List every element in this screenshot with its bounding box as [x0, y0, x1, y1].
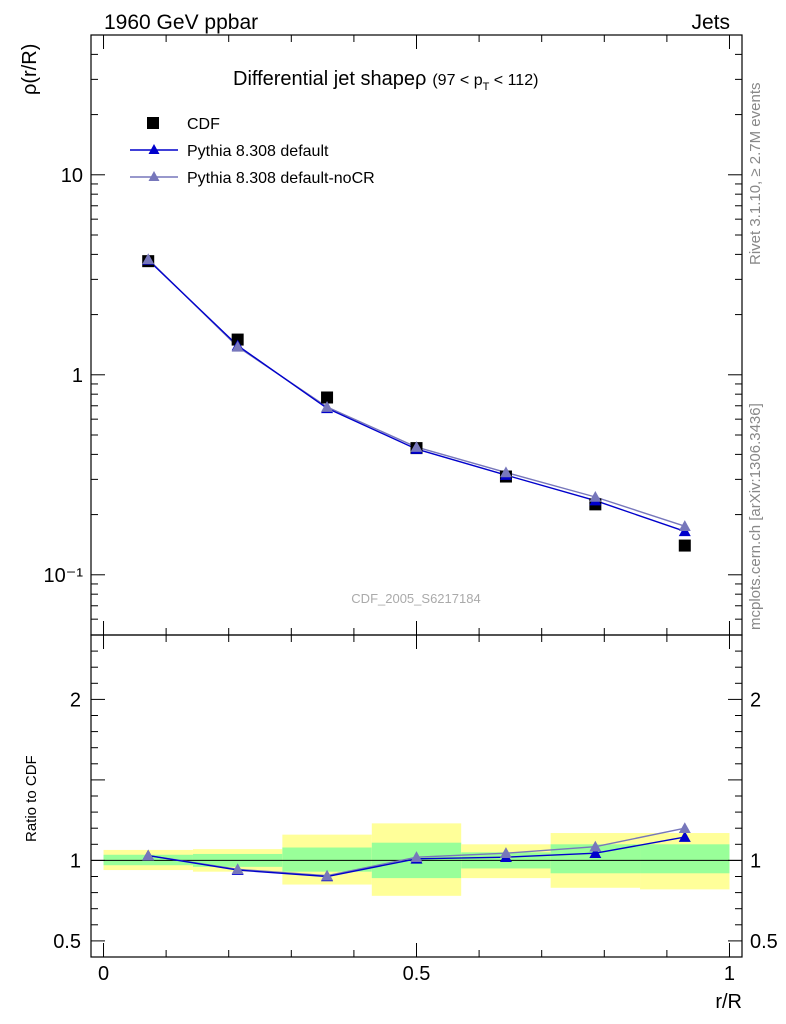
nocr-data-point — [142, 253, 155, 265]
main-y-axis-label: ρ(r/R) — [19, 44, 41, 95]
ratio-nocr-point — [231, 863, 244, 875]
ratio-y-tick-label-right: 2 — [750, 689, 761, 711]
ratio-inner-band — [282, 847, 372, 872]
legend-default-marker — [148, 144, 160, 154]
x-axis-label: r/R — [715, 991, 742, 1013]
main-panel: 10⁻¹ 1 10 ρ(r/R) Differential jet shapeρ (9… — [19, 34, 743, 636]
nocr-data-point — [499, 466, 512, 478]
main-nocr-line — [147, 258, 686, 527]
ratio-panel: 0.5 0.51 12 2 0 0.5 1 Ratio to CDF r/R — [23, 634, 778, 1013]
nocr-data-point — [410, 441, 423, 452]
main-y-ticks — [91, 34, 742, 636]
analysis-watermark: CDF_2005_S6217184 — [351, 591, 480, 606]
ratio-y-tick-label-left: 1 — [70, 850, 81, 872]
cdf-data-point — [321, 391, 334, 404]
x-tick-label: 1 — [724, 963, 735, 985]
ratio-x-tick-labels: 0 0.5 1 — [98, 963, 735, 985]
main-default-line — [147, 259, 686, 532]
ratio-y-tick-labels: 0.5 0.5 1 1 2 2 — [53, 689, 778, 953]
main-data-layer — [142, 253, 691, 552]
nocr-data-point — [678, 520, 691, 531]
legend-nocr-marker — [148, 171, 160, 181]
main-title: Differential jet shapeρ (97 < pT < 112) — [233, 68, 538, 93]
cdf-data-point — [678, 539, 691, 552]
main-y-tick-label: 10 — [61, 165, 83, 187]
ratio-default-point — [678, 831, 691, 842]
x-tick-label: 0.5 — [403, 963, 431, 985]
legend-nocr-label: Pythia 8.308 default-noCR — [187, 170, 375, 187]
ratio-nocr-point — [499, 847, 512, 858]
header-energy-label: 1960 GeV ppbar — [104, 11, 258, 34]
rivet-version-label: Rivet 3.1.10, ≥ 2.7M events — [747, 83, 764, 266]
legend-default-label: Pythia 8.308 default — [187, 143, 329, 160]
x-tick-label: 0 — [98, 963, 109, 985]
ratio-y-tick-label-left: 0.5 — [53, 931, 81, 953]
ratio-nocr-point — [142, 849, 155, 861]
ratio-ticks — [91, 634, 742, 958]
ratio-data-layer — [142, 822, 691, 882]
ratio-frame — [90, 634, 743, 958]
ratio-nocr-point — [589, 840, 602, 852]
source-label: mcplots.cern.ch [arXiv:1306.3436] — [747, 403, 764, 630]
ratio-y-axis-label: Ratio to CDF — [23, 755, 40, 842]
ratio-nocr-point — [410, 851, 423, 862]
legend-cdf-label: CDF — [187, 116, 220, 133]
ratio-y-tick-label-right: 0.5 — [750, 931, 778, 953]
legend: CDF Pythia 8.308 default Pythia 8.308 de… — [130, 116, 375, 187]
main-y-tick-label: 10⁻¹ — [44, 565, 84, 587]
nocr-data-point — [231, 340, 244, 352]
legend-cdf-marker — [147, 117, 159, 129]
main-y-tick-labels: 10⁻¹ 1 10 — [44, 165, 84, 587]
ratio-y-tick-label-right: 1 — [750, 850, 761, 872]
ratio-y-tick-label-left: 2 — [70, 689, 81, 711]
ratio-inner-band — [640, 844, 730, 874]
ratio-nocr-point — [321, 869, 334, 881]
header-process-label: Jets — [691, 11, 730, 34]
ratio-default-point — [589, 847, 602, 858]
ratio-nocr-point — [678, 822, 691, 833]
nocr-data-point — [589, 490, 602, 502]
main-y-tick-label: 1 — [72, 365, 83, 387]
nocr-data-point — [321, 401, 334, 412]
